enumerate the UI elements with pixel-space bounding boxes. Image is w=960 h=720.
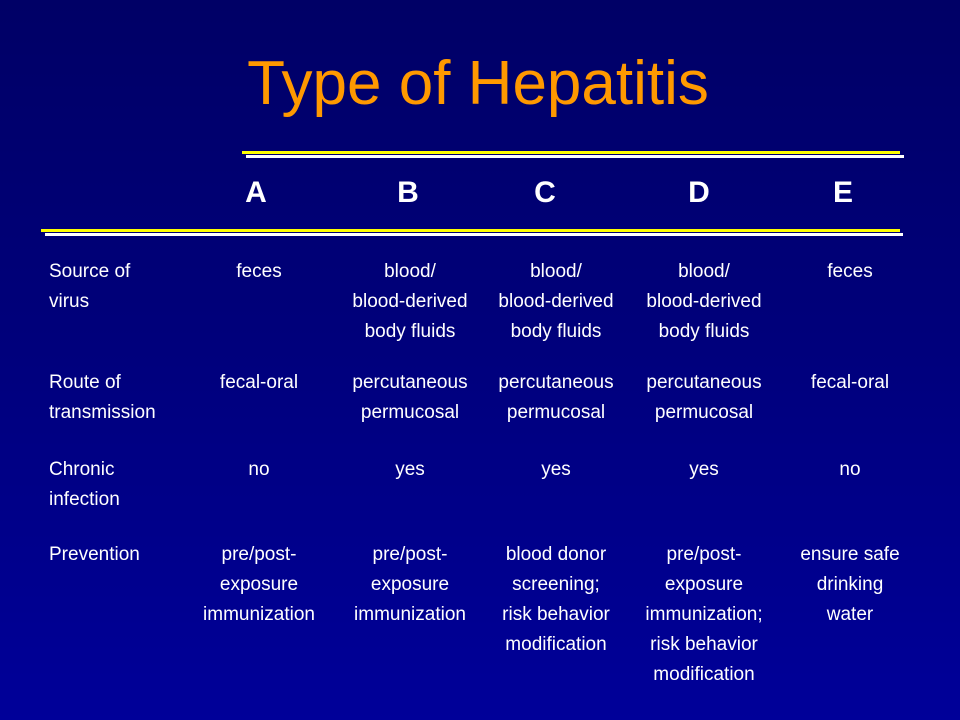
row-label-line: transmission — [49, 402, 156, 423]
cell-line: permucosal — [360, 402, 460, 423]
cell-line: blood/ — [384, 261, 436, 282]
cell-line: body fluids — [364, 321, 456, 342]
table-cell-b: percutaneous permucosal — [335, 368, 485, 428]
cell-line: immunization — [354, 604, 466, 625]
table-cell-c: blood donor screening; risk behavior modifi… — [481, 540, 631, 660]
cell-line: pre/post- — [221, 544, 297, 565]
cell-line: immunization — [203, 604, 315, 625]
row-label: Prevention — [49, 540, 140, 570]
column-header-e: E — [832, 176, 853, 209]
row-label: Chronic infection — [49, 455, 120, 515]
table-cell-b: yes — [335, 455, 485, 485]
cell-line: risk behavior — [650, 634, 758, 655]
cell-line: exposure — [664, 574, 744, 595]
cell-line: feces — [236, 261, 282, 282]
table-cell-e: fecal-oral — [775, 368, 925, 398]
row-label-line: Prevention — [49, 544, 140, 565]
cell-line: percutaneous — [646, 372, 762, 393]
cell-line: pre/post- — [372, 544, 448, 565]
table-cell-e: ensure safe drinking water — [775, 540, 925, 630]
cell-line: immunization; — [645, 604, 763, 625]
cell-line: feces — [827, 261, 873, 282]
header-bottom-rule-white — [45, 233, 903, 236]
table-cell-a: pre/post-exposure immunization — [184, 540, 334, 630]
table-cell-b: blood/blood-derived body fluids — [335, 257, 485, 347]
row-label-line: Chronic — [49, 459, 115, 480]
cell-line: modification — [505, 634, 607, 655]
cell-line: screening; — [512, 574, 600, 595]
cell-line: percutaneous — [498, 372, 614, 393]
column-header-c: C — [534, 176, 556, 209]
cell-line: permucosal — [506, 402, 606, 423]
column-header-a: A — [245, 176, 267, 209]
table-cell-b: pre/post-exposure immunization — [335, 540, 485, 630]
row-label-line: infection — [49, 489, 120, 510]
cell-line: exposure — [370, 574, 450, 595]
row-label-line: virus — [49, 291, 90, 312]
row-label: Source of virus — [49, 257, 130, 317]
column-header-b: B — [397, 176, 419, 209]
table-cell-c: yes — [481, 455, 631, 485]
table-cell-d: blood/blood-derived body fluids — [629, 257, 779, 347]
table-cell-a: fecal-oral — [184, 368, 334, 398]
row-label: Route of transmission — [49, 368, 156, 428]
header-top-rule-yellow — [242, 151, 900, 154]
cell-line: ensure safe — [800, 544, 900, 565]
cell-line: blood/ — [530, 261, 582, 282]
cell-line: water — [826, 604, 874, 625]
cell-line: yes — [689, 459, 719, 480]
table-cell-e: feces — [775, 257, 925, 287]
table-cell-a: feces — [184, 257, 334, 287]
header-top-rule-white — [246, 155, 904, 158]
cell-line: fecal-oral — [810, 372, 890, 393]
cell-line: blood/ — [678, 261, 730, 282]
cell-line: blood-derived — [646, 291, 762, 312]
table-cell-c: blood/blood-derived body fluids — [481, 257, 631, 347]
table-cell-c: percutaneous permucosal — [481, 368, 631, 428]
table-cell-d: yes — [629, 455, 779, 485]
table-cell-d: pre/post-exposure immunization; risk behav… — [629, 540, 779, 690]
cell-line: no — [248, 459, 270, 480]
row-label-line: Route of — [49, 372, 121, 393]
cell-line: percutaneous — [352, 372, 468, 393]
cell-line: yes — [541, 459, 571, 480]
cell-line: no — [839, 459, 861, 480]
cell-line: permucosal — [654, 402, 754, 423]
cell-line: blood donor — [505, 544, 607, 565]
cell-line: body fluids — [658, 321, 750, 342]
cell-line: fecal-oral — [219, 372, 299, 393]
table-cell-a: no — [184, 455, 334, 485]
cell-line: yes — [395, 459, 425, 480]
cell-line: blood-derived — [352, 291, 468, 312]
cell-line: pre/post- — [666, 544, 742, 565]
table-cell-e: no — [775, 455, 925, 485]
cell-line: blood-derived — [498, 291, 614, 312]
table-cell-d: percutaneous permucosal — [629, 368, 779, 428]
header-bottom-rule-yellow — [41, 229, 900, 232]
row-label-line: Source of — [49, 261, 131, 282]
cell-line: drinking — [816, 574, 884, 595]
cell-line: risk behavior — [502, 604, 610, 625]
slide-title: Type of Hepatitis — [247, 49, 709, 118]
cell-line: modification — [653, 664, 755, 685]
column-header-d: D — [688, 176, 710, 209]
cell-line: exposure — [219, 574, 299, 595]
cell-line: body fluids — [510, 321, 602, 342]
